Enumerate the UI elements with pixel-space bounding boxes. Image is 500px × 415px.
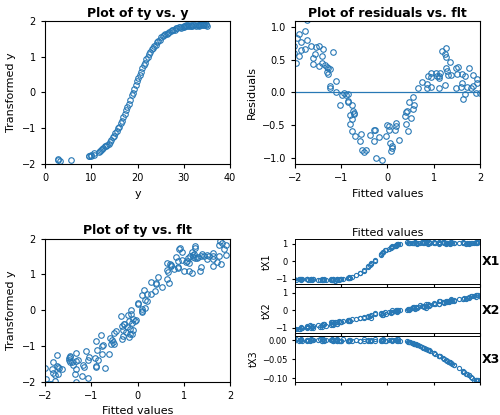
- Y-axis label: Transformed y: Transformed y: [6, 270, 16, 350]
- Title: Plot of residuals vs. flt: Plot of residuals vs. flt: [308, 7, 467, 20]
- Y-axis label: Residuals: Residuals: [247, 66, 257, 119]
- Title: Fitted values: Fitted values: [352, 228, 423, 238]
- Text: X3: X3: [482, 353, 500, 366]
- X-axis label: Fitted values: Fitted values: [352, 188, 423, 199]
- X-axis label: Fitted values: Fitted values: [102, 406, 173, 415]
- Y-axis label: tX3: tX3: [249, 351, 259, 367]
- Text: X2: X2: [482, 304, 500, 317]
- Y-axis label: Transformed y: Transformed y: [6, 53, 16, 132]
- Y-axis label: tX1: tX1: [262, 253, 272, 269]
- Text: X1: X1: [482, 255, 500, 268]
- Title: Plot of ty vs. y: Plot of ty vs. y: [87, 7, 188, 20]
- X-axis label: y: y: [134, 188, 141, 199]
- Y-axis label: tX2: tX2: [262, 302, 272, 319]
- Title: Plot of ty vs. flt: Plot of ty vs. flt: [83, 225, 192, 237]
